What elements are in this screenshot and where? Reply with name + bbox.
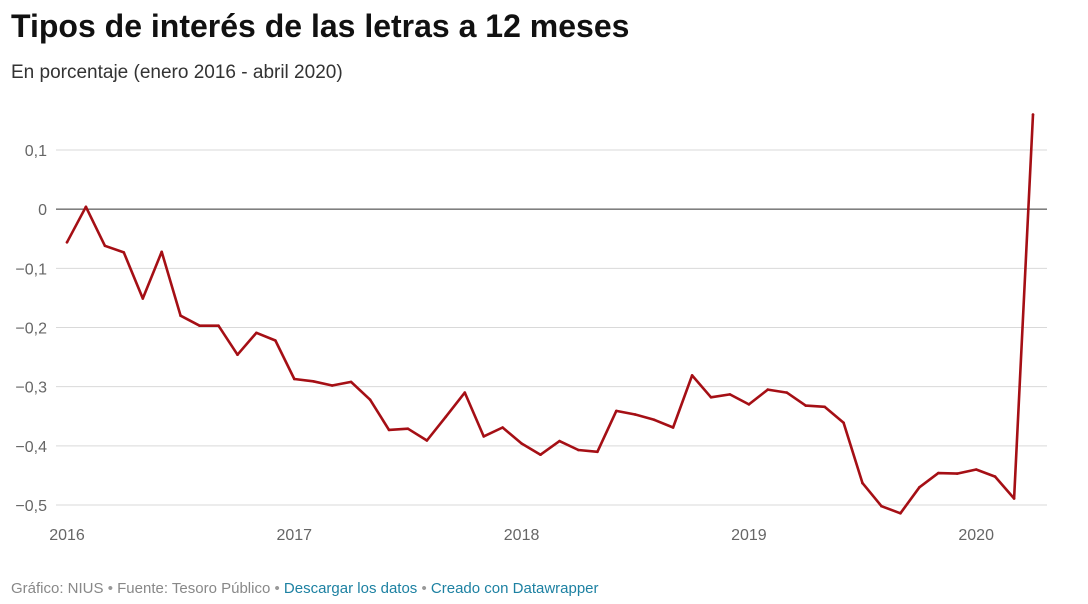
series-layer	[65, 113, 1035, 515]
chart-credit: Gráfico: NIUS	[11, 580, 104, 597]
created-with-datawrapper-link[interactable]: Creado con Datawrapper	[430, 580, 599, 597]
data-point	[709, 396, 713, 399]
data-point	[1031, 113, 1035, 116]
x-tick-label: 2017	[276, 527, 312, 544]
chart-subtitle: En porcentaje (enero 2016 - abril 2020)	[11, 62, 343, 83]
data-point	[293, 377, 296, 381]
x-tick-label: 2018	[504, 527, 540, 544]
x-axis-tick-labels: 2016 2017 2018 2019 2020	[49, 527, 994, 544]
data-point	[861, 481, 864, 485]
data-point	[501, 426, 504, 429]
data-point	[103, 244, 107, 248]
data-point	[596, 450, 599, 454]
data-point	[84, 205, 88, 209]
data-point	[179, 314, 182, 318]
data-point	[918, 486, 921, 489]
data-point	[937, 471, 940, 475]
y-tick-label: 0	[38, 202, 47, 219]
data-point	[463, 391, 467, 394]
data-point	[368, 398, 372, 402]
data-point	[198, 324, 201, 328]
x-tick-label: 2016	[49, 527, 85, 544]
data-point	[122, 251, 126, 254]
data-point	[539, 453, 542, 457]
data-point	[823, 405, 826, 409]
data-point	[274, 339, 277, 342]
chart-footer: Gráfico: NIUS • Fuente: Tesoro Público •…	[11, 579, 599, 599]
data-source: Fuente: Tesoro Público	[117, 580, 271, 597]
data-point	[482, 435, 486, 438]
y-tick-label: 0,1	[25, 143, 47, 160]
data-point	[141, 297, 145, 300]
data-point	[520, 442, 523, 445]
line-chart: 0,10−0,1−0,2−0,3−0,4−0,5 2016 2017 2018 201…	[15, 113, 1047, 544]
data-point	[747, 403, 751, 406]
data-point	[880, 504, 883, 508]
y-axis-tick-labels: 0,1 0 −0,1 −0,2 −0,3 −0,4 −0,5	[15, 143, 47, 515]
data-point	[425, 439, 429, 442]
gridlines	[56, 149, 1047, 506]
data-point	[330, 384, 334, 387]
data-point	[255, 331, 258, 335]
series-line	[65, 113, 1035, 515]
y-tick-label: −0,4	[15, 439, 47, 456]
data-point	[671, 426, 675, 429]
data-point	[558, 439, 561, 443]
data-point	[652, 418, 656, 422]
data-point	[804, 404, 807, 407]
data-point	[993, 475, 997, 478]
data-point	[387, 428, 391, 432]
data-point	[1012, 497, 1016, 500]
data-point	[311, 380, 315, 383]
data-point	[633, 413, 637, 416]
data-point	[217, 324, 220, 328]
data-point	[615, 409, 618, 413]
y-tick-label: −0,5	[15, 498, 47, 515]
data-point	[785, 391, 789, 394]
data-point	[974, 468, 978, 471]
data-point	[690, 374, 694, 377]
x-tick-label: 2019	[731, 527, 767, 544]
y-tick-label: −0,3	[15, 380, 47, 397]
data-point	[899, 512, 902, 515]
data-point	[728, 393, 732, 396]
data-point	[955, 472, 959, 475]
y-tick-label: −0,1	[15, 261, 47, 278]
footer-separator: •	[274, 580, 280, 597]
data-point	[65, 241, 69, 244]
data-point	[444, 415, 448, 419]
data-point	[236, 353, 239, 357]
chart-title: Tipos de interés de las letras a 12 mese…	[11, 8, 630, 44]
data-point	[766, 388, 770, 391]
footer-separator: •	[107, 580, 113, 597]
data-point	[160, 250, 163, 254]
data-point	[577, 448, 580, 452]
download-data-link[interactable]: Descargar los datos	[283, 580, 418, 597]
data-point	[406, 427, 410, 431]
data-point	[842, 421, 845, 425]
x-tick-label: 2020	[958, 527, 994, 544]
footer-separator: •	[421, 580, 427, 597]
data-point	[349, 380, 353, 384]
y-tick-label: −0,2	[15, 321, 47, 338]
